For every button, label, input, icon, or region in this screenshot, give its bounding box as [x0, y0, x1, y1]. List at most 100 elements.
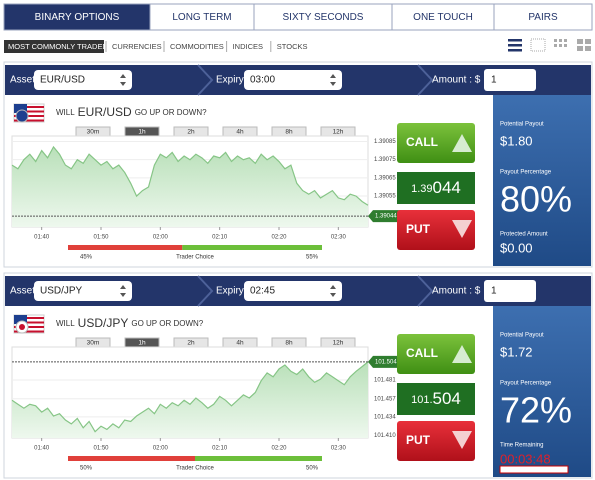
select-arrow: [330, 74, 336, 86]
put-arrow: [452, 220, 472, 238]
price-main: 1.39: [411, 183, 432, 195]
price-area: [12, 146, 368, 227]
stat-label: Potential Payout: [500, 333, 544, 339]
subnav-item[interactable]: COMMODITIES: [170, 42, 224, 51]
flag-stripe: [14, 115, 44, 117]
price-pips: 504: [433, 389, 461, 408]
tab-label[interactable]: LONG TERM: [172, 12, 231, 23]
subnav-item[interactable]: MOST COMMONLY TRADED: [8, 42, 108, 51]
range-label[interactable]: 1h: [138, 340, 146, 347]
put-label[interactable]: PUT: [406, 433, 431, 447]
range-label[interactable]: 1h: [138, 129, 146, 136]
y-tick-label: 101.410: [374, 433, 396, 439]
expiry-value[interactable]: 03:00: [250, 75, 275, 86]
tab[interactable]: [3, 3, 151, 31]
range-label[interactable]: 8h: [285, 340, 293, 347]
question-word: WILL: [56, 108, 75, 117]
range-label[interactable]: 4h: [236, 340, 244, 347]
expiry-select[interactable]: [244, 281, 342, 301]
select-arrow: [120, 74, 126, 86]
price: 101.504: [411, 389, 461, 408]
stat-label: Payout Percentage: [500, 170, 552, 176]
expiry-value[interactable]: 02:45: [250, 286, 275, 297]
subnav-item[interactable]: INDICES: [233, 42, 263, 51]
y-tick-label: 101.434: [374, 414, 396, 420]
select-arrow: [330, 285, 336, 297]
price-box: [397, 172, 475, 204]
range-label[interactable]: 2h: [187, 340, 195, 347]
current-price-tag: [368, 355, 403, 368]
y-tick-label: 1.39075: [374, 157, 396, 163]
x-tick-label: 02:10: [212, 235, 228, 241]
question: WILL EUR/USD GO UP OR DOWN?: [56, 105, 207, 119]
flag-stripe: [14, 317, 44, 319]
stat-label: Potential Payout: [500, 122, 544, 128]
range-label[interactable]: 30m: [87, 129, 100, 136]
subnav-item[interactable]: CURRENCIES: [112, 42, 162, 51]
asset-value[interactable]: EUR/USD: [40, 75, 85, 86]
tab-label[interactable]: PAIRS: [528, 12, 558, 23]
x-tick-label: 01:50: [93, 446, 109, 452]
subnav-item[interactable]: STOCKS: [277, 42, 308, 51]
tab[interactable]: [149, 3, 255, 31]
price-area: [12, 361, 368, 438]
put-label[interactable]: PUT: [406, 222, 431, 236]
payout-sidebar: [493, 95, 591, 266]
select-arrow: [120, 285, 126, 297]
call-label[interactable]: CALL: [406, 135, 438, 149]
call-button[interactable]: [397, 123, 475, 163]
asset-value[interactable]: USD/JPY: [40, 286, 83, 297]
stat-value: 72%: [500, 390, 572, 431]
range-label[interactable]: 2h: [187, 129, 195, 136]
flag-stripe: [14, 110, 44, 113]
call-arrow: [452, 345, 472, 363]
price-pips: 044: [433, 178, 461, 197]
subnav-active: [4, 40, 104, 53]
view-icons[interactable]: [508, 38, 591, 52]
x-tick-label: 02:30: [331, 235, 347, 241]
range-label[interactable]: 8h: [285, 129, 293, 136]
question: WILL USD/JPY GO UP OR DOWN?: [56, 316, 204, 330]
trader-put-label: 50%: [80, 466, 93, 472]
amount-value[interactable]: 1: [491, 286, 497, 297]
call-label[interactable]: CALL: [406, 346, 438, 360]
stat-value: $1.72: [500, 344, 533, 359]
tab-label[interactable]: BINARY OPTIONS: [35, 12, 120, 23]
trader-call-bar: [182, 245, 322, 250]
tab[interactable]: [253, 3, 393, 31]
range-label[interactable]: 12h: [333, 340, 344, 347]
price-line: [11, 361, 369, 433]
call-button[interactable]: [397, 334, 475, 374]
range-label[interactable]: 30m: [87, 340, 100, 347]
range-label[interactable]: 12h: [333, 129, 344, 136]
stat-value: $1.80: [500, 133, 533, 148]
tab[interactable]: [493, 3, 593, 31]
amount-value[interactable]: 1: [491, 75, 497, 86]
x-tick-label: 02:20: [271, 235, 287, 241]
flag-canton: [14, 104, 27, 113]
stat-value: 00:03:48: [500, 451, 551, 466]
amount-input[interactable]: [484, 280, 536, 302]
x-tick-label: 02:30: [331, 446, 347, 452]
amount-input[interactable]: [484, 69, 536, 91]
question-asset: EUR/USD: [78, 105, 132, 119]
expiry-select[interactable]: [244, 70, 342, 90]
range-label[interactable]: 4h: [236, 129, 244, 136]
question-word: WILL: [56, 319, 75, 328]
trade-panel: Asset : EUR/USD Expiry :03:00 Amount : $1WI…: [3, 61, 593, 268]
tab-label[interactable]: SIXTY SECONDS: [283, 12, 364, 23]
trader-call-bar: [195, 456, 322, 461]
current-price-label: 101.504: [375, 359, 397, 365]
trader-put-bar: [68, 456, 195, 461]
tab-label[interactable]: ONE TOUCH: [413, 12, 473, 23]
stat-value: $0.00: [500, 240, 533, 255]
question-asset: USD/JPY: [78, 316, 129, 330]
trade-panel: Asset : USD/JPY Expiry :02:45 Amount : $1WI…: [3, 272, 593, 479]
expiry-label: Expiry :: [216, 286, 249, 297]
question-word: GO UP OR DOWN?: [131, 319, 203, 328]
asset-select[interactable]: [34, 70, 132, 90]
header-chevron: [417, 64, 434, 96]
stat-label: Payout Percentage: [500, 381, 552, 387]
asset-select[interactable]: [34, 281, 132, 301]
